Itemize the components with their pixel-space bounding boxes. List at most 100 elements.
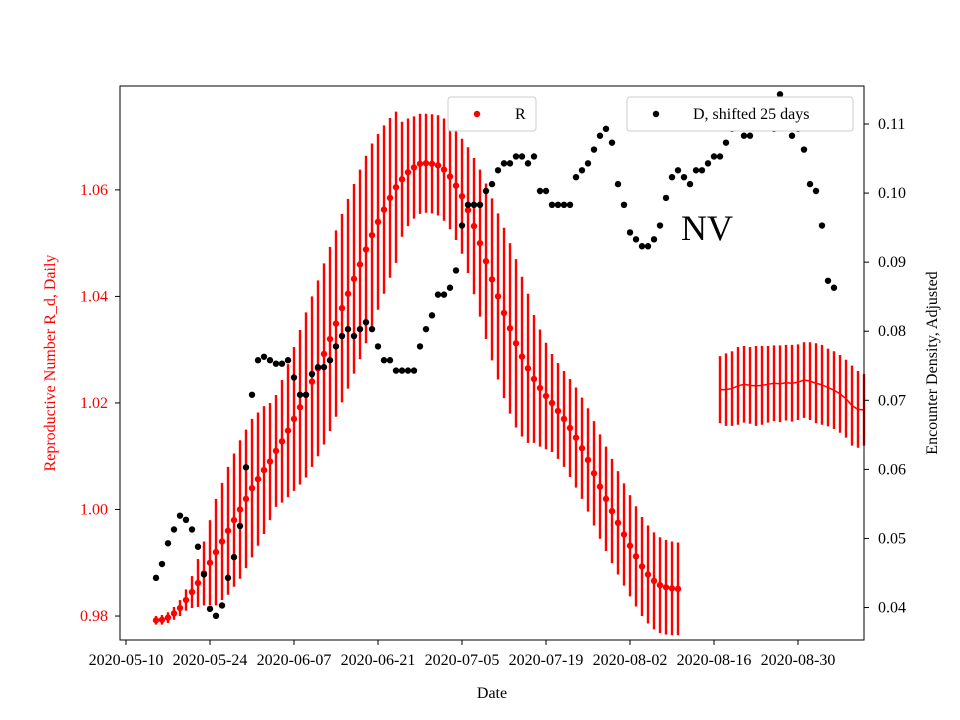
legend-d-marker [652,110,660,118]
d-point [254,357,262,364]
r-point [212,548,220,556]
r-point [290,415,298,423]
d-point [650,236,658,243]
y-left-tick-label: 1.04 [80,288,108,305]
r-point [380,206,388,213]
r-point [326,335,334,343]
r-point [464,206,472,214]
d-point [164,540,172,547]
d-point [230,553,238,561]
r-point [158,616,166,623]
d-point [242,464,250,471]
r-point [428,160,436,167]
y-right-tick-label: 0.06 [878,461,906,478]
d-point [800,146,808,153]
d-point [602,125,610,133]
x-tick-label: 2020-06-21 [341,652,416,669]
r-point [656,581,664,589]
d-point [248,391,256,398]
r-point [614,519,622,527]
r-point [188,588,196,596]
d-point [722,139,730,146]
d-point [506,160,514,167]
annotation-label: NV [681,208,733,248]
d-point [368,325,376,333]
d-point [716,153,724,160]
x-tick-label: 2020-08-02 [593,652,668,669]
d-point [410,367,418,374]
d-point [656,222,664,229]
d-point [356,325,364,333]
d-point [632,236,640,243]
r-point [440,166,448,173]
r-point [482,258,490,265]
legend-d: D, shifted 25 days [626,96,854,132]
d-point [236,522,244,530]
r-point [590,470,598,477]
d-point [500,160,508,167]
d-point [320,363,328,371]
d-point [704,160,712,167]
r-point [338,304,346,312]
d-point [662,194,670,202]
r-point [392,184,400,191]
r-point [602,495,610,503]
d-point [542,187,550,195]
r-point [284,427,292,434]
r-point [452,182,460,189]
d-point [332,343,340,350]
x-tick-label: 2020-07-19 [509,652,584,669]
r-point [416,160,424,167]
d-point [212,612,220,620]
d-point [626,229,634,236]
r-point [260,466,268,474]
r-point [674,585,682,593]
r-point [494,293,502,300]
d-point [302,391,310,398]
d-point [464,201,472,209]
d-point [524,160,532,167]
d-point [698,167,706,174]
d-point [584,160,592,167]
r-point [248,484,256,492]
d-point [680,173,688,181]
r-point [308,378,316,385]
d-point [278,360,286,367]
r-point [194,579,202,587]
r-point [422,160,430,167]
r-point [410,164,418,171]
d-point [776,91,784,98]
r-point [518,353,526,360]
y-right-tick-label: 0.10 [878,185,906,202]
r-point [530,375,538,383]
d-point [266,357,274,364]
d-point [392,367,400,374]
r-point [524,365,532,372]
r-point [446,173,454,180]
r-point [662,584,670,591]
r-point [296,404,304,411]
d-point [494,167,502,174]
r-point [560,415,568,423]
d-point [158,560,166,568]
y-left-tick-label: 1.00 [80,501,108,518]
r-point [398,176,406,183]
legend-r-box [447,96,537,132]
d-point [362,319,370,326]
plot-area [152,91,866,636]
d-point [218,602,226,609]
d-point [608,139,616,146]
x-tick-label: 2020-07-05 [425,652,500,669]
d-point [440,291,448,298]
x-tick-label: 2020-05-24 [173,652,248,669]
r-point [506,325,514,332]
r-point [476,239,484,247]
r-point [230,516,238,524]
d-point [596,132,604,139]
r-point [236,506,244,513]
d-point [788,132,796,139]
r-point [176,604,184,612]
d-point [530,153,538,160]
d-point [350,332,358,340]
d-point [182,516,190,524]
